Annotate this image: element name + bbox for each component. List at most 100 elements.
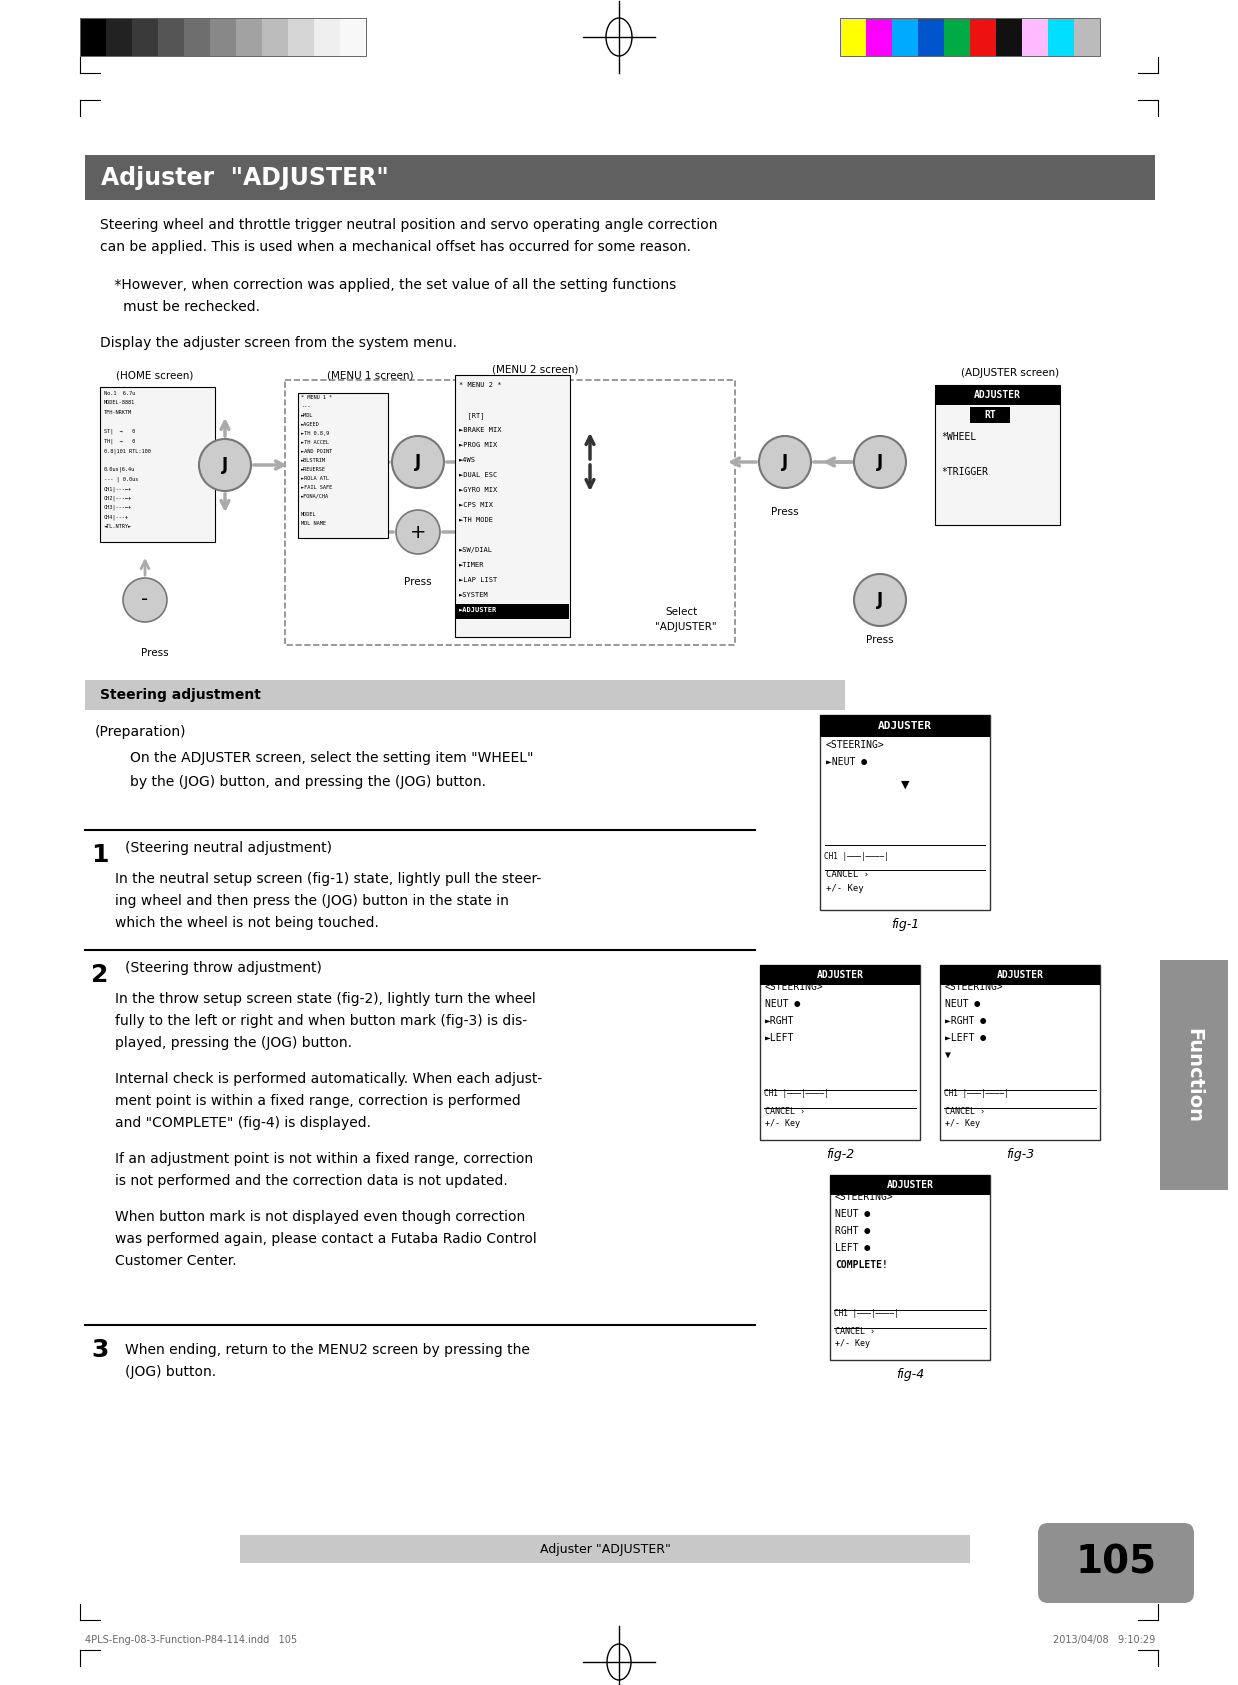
Text: Select: Select	[665, 607, 697, 617]
Bar	[85, 681, 846, 709]
Text: Function: Function	[1185, 1028, 1203, 1122]
Bar	[85, 960, 115, 991]
Text: RGHT ●: RGHT ●	[834, 1227, 870, 1237]
Text: and "COMPLETE" (fig-4) is displayed.: and "COMPLETE" (fig-4) is displayed.	[115, 1115, 371, 1131]
Text: (MENU 1 screen): (MENU 1 screen)	[327, 371, 413, 381]
Text: Internal check is performed automatically. When each adjust-: Internal check is performed automaticall…	[115, 1072, 542, 1087]
Text: ST|  →   0: ST| → 0	[104, 430, 135, 435]
Bar	[971, 408, 1010, 423]
Circle shape	[854, 436, 906, 489]
Text: CH1 |───|────|: CH1 |───|────|	[764, 1089, 828, 1099]
Bar	[80, 19, 106, 56]
Text: <STEERING>: <STEERING>	[765, 982, 823, 992]
Text: 4PLS-Eng-08-3-Function-P84-114.indd   105: 4PLS-Eng-08-3-Function-P84-114.indd 105	[85, 1634, 297, 1645]
Text: ►TH ACCEL: ►TH ACCEL	[301, 440, 329, 445]
Circle shape	[123, 578, 167, 622]
Bar	[971, 19, 997, 56]
Text: When button mark is not displayed even though correction: When button mark is not displayed even t…	[115, 1210, 525, 1223]
Text: ►MDL: ►MDL	[301, 413, 313, 418]
Text: played, pressing the (JOG) button.: played, pressing the (JOG) button.	[115, 1036, 352, 1050]
Text: *TRIGGER: *TRIGGER	[941, 467, 988, 477]
Bar	[1075, 19, 1101, 56]
Text: (Steering throw adjustment): (Steering throw adjustment)	[125, 960, 322, 976]
Text: which the wheel is not being touched.: which the wheel is not being touched.	[115, 917, 379, 930]
Text: Adjuster "ADJUSTER": Adjuster "ADJUSTER"	[540, 1542, 671, 1555]
Text: by the (JOG) button, and pressing the (JOG) button.: by the (JOG) button, and pressing the (J…	[130, 775, 487, 789]
Bar	[106, 19, 132, 56]
Text: ►CPS MIX: ►CPS MIX	[459, 502, 493, 507]
Text: In the throw setup screen state (fig-2), lightly turn the wheel: In the throw setup screen state (fig-2),…	[115, 992, 536, 1006]
Text: +/- Key: +/- Key	[765, 1119, 800, 1127]
Text: ADJUSTER: ADJUSTER	[997, 971, 1044, 981]
Text: ADJUSTER: ADJUSTER	[886, 1180, 933, 1190]
Bar	[210, 19, 236, 56]
Text: ►RGHT: ►RGHT	[765, 1016, 795, 1026]
Text: ing wheel and then press the (JOG) button in the state in: ing wheel and then press the (JOG) butto…	[115, 895, 509, 908]
Text: (ADJUSTER screen): (ADJUSTER screen)	[961, 367, 1058, 377]
Bar	[820, 714, 990, 736]
Text: CH1 |───|────|: CH1 |───|────|	[834, 1309, 899, 1318]
Text: "ADJUSTER": "ADJUSTER"	[655, 622, 717, 632]
Bar	[85, 155, 1155, 201]
Bar	[240, 1535, 971, 1564]
Bar	[820, 714, 990, 910]
Text: +/- Key: +/- Key	[945, 1119, 980, 1127]
Text: is not performed and the correction data is not updated.: is not performed and the correction data…	[115, 1174, 508, 1188]
Bar	[940, 966, 1101, 986]
Text: COMPLETE!: COMPLETE!	[834, 1260, 888, 1270]
Bar	[158, 19, 184, 56]
Bar	[1049, 19, 1075, 56]
Bar	[184, 19, 210, 56]
Bar	[829, 1174, 990, 1360]
Bar	[841, 19, 867, 56]
Text: Press: Press	[141, 649, 168, 659]
Text: ►REUERSE: ►REUERSE	[301, 467, 326, 472]
Text: 0.8|101 RTL:100: 0.8|101 RTL:100	[104, 448, 151, 453]
Bar	[935, 384, 1060, 526]
Text: MODEL-8881: MODEL-8881	[104, 401, 135, 406]
Text: ◄TL.NTRY►: ◄TL.NTRY►	[104, 524, 132, 529]
Text: J: J	[877, 591, 883, 608]
Text: CH2|---─+: CH2|---─+	[104, 495, 132, 500]
Text: When ending, return to the MENU2 screen by pressing the: When ending, return to the MENU2 screen …	[125, 1343, 530, 1356]
Bar	[340, 19, 366, 56]
Bar	[919, 19, 945, 56]
Bar	[262, 19, 288, 56]
Text: 1: 1	[92, 842, 109, 868]
Text: ►LEFT ●: ►LEFT ●	[945, 1033, 987, 1043]
Text: Display the adjuster screen from the system menu.: Display the adjuster screen from the sys…	[100, 335, 457, 350]
Text: RT: RT	[984, 409, 995, 420]
Text: ►4WS: ►4WS	[459, 457, 475, 463]
Text: 3: 3	[92, 1338, 109, 1361]
Text: NEUT ●: NEUT ●	[834, 1210, 870, 1218]
Text: fully to the left or right and when button mark (fig-3) is dis-: fully to the left or right and when butt…	[115, 1014, 527, 1028]
Text: ►AND POINT: ►AND POINT	[301, 448, 332, 453]
Bar	[456, 603, 569, 618]
Text: fig-3: fig-3	[1005, 1147, 1034, 1161]
Text: ►TIMER: ►TIMER	[459, 563, 484, 568]
Text: (HOME screen): (HOME screen)	[116, 371, 193, 381]
Text: fig-4: fig-4	[896, 1368, 924, 1382]
Text: ►TH MODE: ►TH MODE	[459, 517, 493, 522]
Text: ►RGHT ●: ►RGHT ●	[945, 1016, 987, 1026]
Text: CANCEL ›: CANCEL ›	[826, 869, 869, 880]
Text: ►PROG MIX: ►PROG MIX	[459, 441, 498, 448]
Text: ADJUSTER: ADJUSTER	[817, 971, 863, 981]
Bar	[893, 19, 919, 56]
Text: MODEL: MODEL	[301, 512, 317, 517]
Text: must be rechecked.: must be rechecked.	[110, 300, 260, 313]
Text: <STEERING>: <STEERING>	[826, 740, 885, 750]
Text: ►GYRO MIX: ►GYRO MIX	[459, 487, 498, 494]
Text: MDL NAME: MDL NAME	[301, 521, 326, 526]
Circle shape	[396, 511, 439, 554]
Text: (Preparation): (Preparation)	[95, 725, 187, 740]
Text: CH1 |───|────|: CH1 |───|────|	[825, 853, 889, 861]
Text: [RT]: [RT]	[459, 413, 484, 420]
Text: ►ADJUSTER: ►ADJUSTER	[459, 607, 498, 613]
Circle shape	[854, 575, 906, 627]
Text: ►BRAKE MIX: ►BRAKE MIX	[459, 426, 501, 433]
Text: J: J	[782, 453, 789, 472]
Text: * MENU 2 *: * MENU 2 *	[459, 382, 501, 388]
Text: <STEERING>: <STEERING>	[945, 982, 1004, 992]
Text: If an adjustment point is not within a fixed range, correction: If an adjustment point is not within a f…	[115, 1153, 534, 1166]
